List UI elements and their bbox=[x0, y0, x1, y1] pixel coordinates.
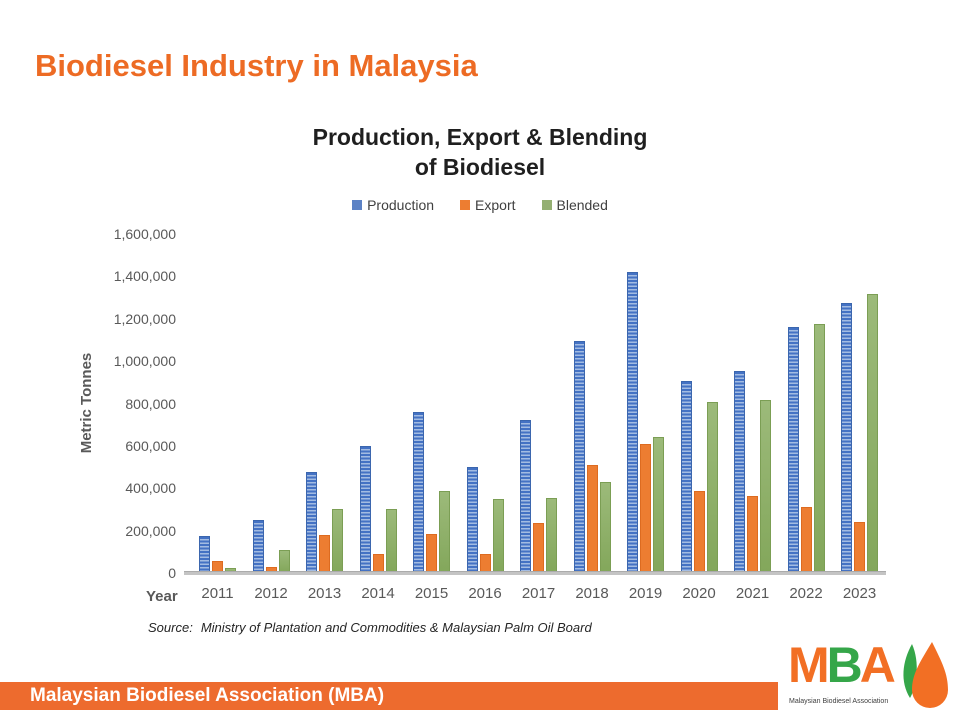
bar-export-2023 bbox=[854, 522, 865, 573]
bar-blended-2020 bbox=[706, 402, 718, 573]
mba-logo-caption: Malaysian Biodiesel Association bbox=[789, 698, 889, 705]
bar-production-2020 bbox=[680, 381, 692, 573]
bar-production-2012 bbox=[252, 520, 264, 573]
legend-label: Export bbox=[475, 197, 516, 213]
bar-export-2021 bbox=[747, 496, 758, 573]
bar-blended-2018 bbox=[599, 482, 611, 573]
y-axis-tick-label: 600,000 bbox=[125, 437, 176, 454]
bar-production-2011 bbox=[199, 536, 210, 573]
y-axis-tick-label: 0 bbox=[168, 565, 176, 581]
bar-blended-2016 bbox=[492, 499, 504, 573]
bar-export-2013 bbox=[319, 535, 330, 573]
y-axis-tick-label: 200,000 bbox=[125, 522, 176, 539]
x-axis-year-label: 2013 bbox=[307, 585, 342, 602]
y-axis-tick-label: 1,200,000 bbox=[113, 310, 176, 327]
y-axis-tick-label: 800,000 bbox=[125, 395, 176, 412]
mba-logo: MBA Malaysian Biodiesel Association bbox=[786, 637, 954, 719]
legend-swatch-icon bbox=[460, 200, 471, 210]
bar-production-2015 bbox=[413, 412, 424, 573]
bar-production-2023 bbox=[841, 303, 852, 573]
bar-blended-2015 bbox=[439, 491, 450, 573]
bar-export-2020 bbox=[693, 491, 705, 573]
bar-export-2017 bbox=[533, 523, 544, 573]
bar-blended-2019 bbox=[653, 437, 664, 573]
legend-label: Production bbox=[367, 197, 435, 213]
bar-production-2022 bbox=[787, 327, 799, 573]
bar-production-2016 bbox=[466, 467, 478, 573]
x-axis-year-label: 2016 bbox=[468, 585, 502, 602]
y-axis-tick-label: 1,400,000 bbox=[113, 268, 176, 285]
droplet-shape bbox=[912, 642, 948, 708]
legend-item-export: Export bbox=[460, 197, 516, 213]
x-axis-year-label: 2012 bbox=[254, 585, 288, 602]
logo-letter-b: B bbox=[826, 637, 863, 693]
y-axis-tick-label: 1,600,000 bbox=[113, 226, 176, 242]
x-axis-title: Year bbox=[146, 588, 178, 605]
bar-production-2019 bbox=[627, 272, 638, 573]
footer-banner: Malaysian Biodiesel Association (MBA) bbox=[0, 682, 778, 710]
x-axis-year-label: 2022 bbox=[789, 585, 823, 602]
source-text: Ministry of Plantation and Commodities &… bbox=[200, 620, 592, 635]
bar-blended-2017 bbox=[546, 498, 557, 573]
bar-production-2021 bbox=[734, 371, 745, 573]
mba-logo-droplet-icon bbox=[898, 640, 950, 719]
x-axis-year-label: 2018 bbox=[575, 585, 609, 602]
bar-export-2019 bbox=[640, 444, 651, 573]
x-axis-year-label: 2020 bbox=[682, 585, 716, 602]
logo-letter-m: M bbox=[788, 637, 830, 693]
bar-blended-2021 bbox=[760, 400, 771, 573]
source-label: Source: bbox=[148, 620, 193, 635]
legend-item-blended: Blended bbox=[541, 197, 608, 213]
bar-production-2018 bbox=[573, 341, 585, 573]
x-axis-year-label: 2011 bbox=[201, 585, 234, 602]
bar-blended-2022 bbox=[813, 324, 825, 573]
x-axis-year-label: 2015 bbox=[414, 585, 449, 602]
bar-production-2014 bbox=[359, 446, 371, 573]
plot-area bbox=[186, 234, 886, 573]
legend-label: Blended bbox=[556, 197, 608, 213]
source-note: Source: Ministry of Plantation and Commod… bbox=[148, 620, 592, 635]
bar-blended-2013 bbox=[332, 509, 343, 573]
bar-export-2022 bbox=[800, 507, 812, 573]
bar-production-2013 bbox=[306, 472, 317, 573]
chart-title-line2: of Biodiesel bbox=[414, 154, 546, 180]
bar-export-2018 bbox=[586, 465, 598, 573]
x-axis-year-label: 2023 bbox=[842, 585, 877, 602]
bar-blended-2014 bbox=[385, 509, 397, 573]
chart-title-line1: Production, Export & Blending bbox=[312, 124, 648, 150]
x-axis-year-label: 2019 bbox=[628, 585, 663, 602]
logo-letter-a: A bbox=[859, 637, 896, 693]
legend-swatch-icon bbox=[541, 200, 552, 210]
legend-swatch-icon bbox=[352, 200, 363, 210]
bar-blended-2012 bbox=[278, 550, 290, 573]
bar-production-2017 bbox=[520, 420, 531, 573]
bar-export-2015 bbox=[426, 534, 437, 573]
legend-item-production: Production bbox=[352, 197, 434, 213]
y-axis-tick-label: 1,000,000 bbox=[113, 353, 176, 370]
x-axis-line bbox=[184, 571, 886, 575]
x-axis-year-label: 2017 bbox=[521, 585, 556, 602]
chart-title: Production, Export & Blending of Biodies… bbox=[200, 122, 760, 182]
x-axis-year-label: 2014 bbox=[361, 585, 395, 602]
page-title: Biodiesel Industry in Malaysia bbox=[35, 48, 478, 83]
footer-banner-text: Malaysian Biodiesel Association (MBA) bbox=[30, 685, 385, 706]
x-axis-year-label: 2021 bbox=[735, 585, 770, 602]
bar-blended-2023 bbox=[867, 294, 878, 573]
y-axis-tick-label: 400,000 bbox=[125, 480, 176, 497]
chart-legend: Production Export Blended bbox=[0, 197, 960, 213]
mba-logo-letters: MBA bbox=[788, 636, 896, 694]
